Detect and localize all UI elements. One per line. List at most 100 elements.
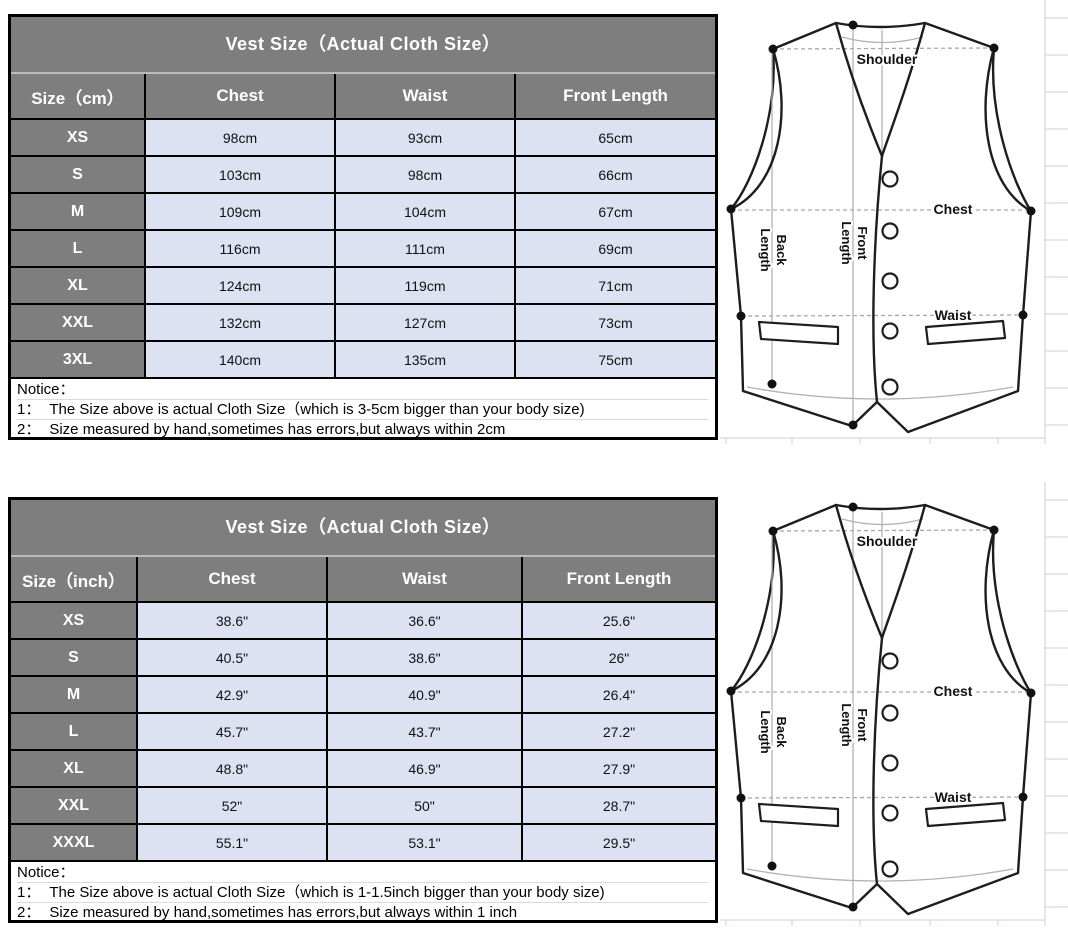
chest-cell: 52" [138,788,328,823]
front-length-cell: 26" [523,640,715,675]
table-row: XXL 52" 50" 28.7" [11,788,715,825]
waist-cell: 119cm [336,268,516,303]
chest-cell: 103cm [146,157,336,192]
waist-cell: 50" [328,788,523,823]
table-body: XS 38.6" 36.6" 25.6" S 40.5" 38.6" 26" M… [11,603,715,862]
shoulder-label: Shoulder [857,533,918,549]
table-row: M 109cm 104cm 67cm [11,194,715,231]
size-label-cell: M [11,194,146,229]
notice-item-text: Size measured by hand,sometimes has erro… [49,421,506,438]
notice-item: 2： Size measured by hand,sometimes has er… [17,902,709,922]
waist-label: Waist [935,789,972,805]
vest-measurement-diagram-cm: Shoulder Chest Waist Back Length Front L… [720,0,1068,445]
waist-cell: 135cm [336,342,516,377]
back-length-label-word2: Length [758,228,773,271]
size-label-cell: XS [11,120,146,155]
waist-cell: 38.6" [328,640,523,675]
table-row: XXXL 55.1" 53.1" 29.5" [11,825,715,862]
notice-item-text: The Size above is actual Cloth Size（whic… [49,401,585,418]
table-row: L 116cm 111cm 69cm [11,231,715,268]
waist-cell: 127cm [336,305,516,340]
chest-cell: 116cm [146,231,336,266]
table-title: Vest Size（Actual Cloth Size） [11,500,715,557]
table-row: S 103cm 98cm 66cm [11,157,715,194]
front-length-label-word2: Length [839,221,854,264]
chest-cell: 140cm [146,342,336,377]
table-header-row: Size（cm） Chest Waist Front Length [11,74,715,120]
table-row: 3XL 140cm 135cm 75cm [11,342,715,379]
chest-cell: 48.8" [138,751,328,786]
table-row: M 42.9" 40.9" 26.4" [11,677,715,714]
table-header-row: Size（inch） Chest Waist Front Length [11,557,715,603]
waist-cell: 98cm [336,157,516,192]
notice-item: 1： The Size above is actual Cloth Size（wh… [17,882,709,902]
size-label-cell: XXL [11,788,138,823]
notice-item-text: The Size above is actual Cloth Size（whic… [49,884,605,901]
size-label-cell: M [11,677,138,712]
chest-cell: 55.1" [138,825,328,860]
chest-cell: 124cm [146,268,336,303]
shoulder-label: Shoulder [857,51,918,67]
size-label-cell: XS [11,603,138,638]
front-length-cell: 27.9" [523,751,715,786]
table-row: XL 124cm 119cm 71cm [11,268,715,305]
front-length-cell: 67cm [516,194,715,229]
front-length-cell: 71cm [516,268,715,303]
front-length-cell: 75cm [516,342,715,377]
notice-item-text: Size measured by hand,sometimes has erro… [49,904,518,921]
waist-cell: 40.9" [328,677,523,712]
column-header-front-length: Front Length [566,569,672,588]
notice-item-marker: 2： [17,421,41,438]
notice-item: 1： The Size above is actual Cloth Size（wh… [17,399,709,419]
notice-item-marker: 2： [17,904,41,921]
size-label-cell: S [11,640,138,675]
waist-cell: 104cm [336,194,516,229]
column-header-size: Size（inch） [11,557,138,601]
column-header-waist: Waist [328,557,523,601]
table-row: XXL 132cm 127cm 73cm [11,305,715,342]
chest-cell: 45.7" [138,714,328,749]
table-body: XS 98cm 93cm 65cm S 103cm 98cm 66cm M 10… [11,120,715,379]
size-label-cell: XXXL [11,825,138,860]
size-label-cell: XL [11,268,146,303]
notice-item-marker: 1： [17,884,41,901]
size-label-cell: 3XL [11,342,146,377]
size-label-cell: S [11,157,146,192]
waist-cell: 111cm [336,231,516,266]
notice-item: 2： Size measured by hand,sometimes has er… [17,419,709,439]
front-length-cell: 26.4" [523,677,715,712]
table-row: L 45.7" 43.7" 27.2" [11,714,715,751]
back-length-label-word2: Length [758,710,773,753]
front-length-label-word1: Front [855,226,870,260]
front-length-cell: 65cm [516,120,715,155]
column-header-size: Size（cm） [11,74,146,118]
notice-item-marker: 1： [17,401,41,418]
front-length-label-word2: Length [839,703,854,746]
table-row: XS 38.6" 36.6" 25.6" [11,603,715,640]
front-length-cell: 29.5" [523,825,715,860]
chest-cell: 132cm [146,305,336,340]
front-length-cell: 25.6" [523,603,715,638]
size-table-cm: Vest Size（Actual Cloth Size） Size（cm） Ch… [8,14,718,440]
back-length-label-word1: Back [774,234,789,266]
back-length-label-word1: Back [774,716,789,748]
waist-cell: 43.7" [328,714,523,749]
table-row: S 40.5" 38.6" 26" [11,640,715,677]
front-length-cell: 28.7" [523,788,715,823]
notice-list: 1： The Size above is actual Cloth Size（wh… [17,882,709,922]
column-header-chest: Chest [146,74,336,118]
table-title: Vest Size（Actual Cloth Size） [11,17,715,74]
waist-cell: 36.6" [328,603,523,638]
chest-label: Chest [934,683,973,699]
notice-list: 1： The Size above is actual Cloth Size（wh… [17,399,709,439]
chest-cell: 109cm [146,194,336,229]
size-label-cell: XL [11,751,138,786]
front-length-cell: 27.2" [523,714,715,749]
chest-cell: 40.5" [138,640,328,675]
size-label-cell: L [11,231,146,266]
waist-cell: 46.9" [328,751,523,786]
column-header-chest: Chest [138,557,328,601]
front-length-cell: 73cm [516,305,715,340]
vest-measurement-diagram-inch: Shoulder Chest Waist Back Length Front L… [720,482,1068,927]
